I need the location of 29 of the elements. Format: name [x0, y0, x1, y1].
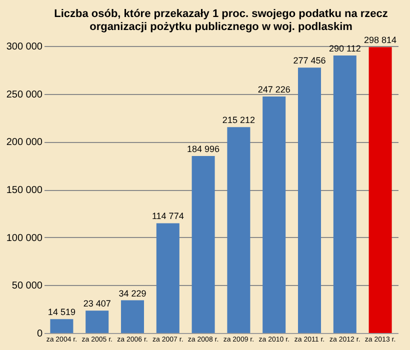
- data-label: 215 212: [222, 115, 255, 126]
- bar: [120, 300, 144, 333]
- bar: [298, 68, 322, 333]
- data-label: 114 774: [152, 211, 184, 222]
- bar: [262, 96, 286, 333]
- y-tick-label: 250 000: [6, 89, 43, 100]
- y-tick-label: 100 000: [6, 232, 43, 244]
- bar: [50, 319, 74, 333]
- y-tick-label: 150 000: [6, 185, 43, 196]
- bar: [86, 310, 109, 333]
- data-label: 184 996: [187, 144, 220, 154]
- bar: [333, 55, 356, 333]
- y-tick-label: 200 000: [6, 137, 43, 148]
- bar: [368, 47, 392, 333]
- data-label: 247 226: [258, 84, 290, 94]
- data-label: 14 519: [48, 307, 76, 318]
- data-label: 298 814: [364, 35, 397, 46]
- data-label: 23 407: [83, 298, 111, 309]
- y-tick-label: 300 000: [6, 42, 43, 52]
- y-tick-label: 0: [36, 328, 43, 340]
- data-label: 290 112: [328, 43, 361, 54]
- text: Liczba osób, które przekazały 1 proc. swojego podatku na rzecz: [54, 8, 388, 20]
- y-tick-label: 50 000: [12, 280, 43, 292]
- bar: [192, 156, 215, 333]
- bar: [156, 223, 180, 333]
- data-label: 277 456: [293, 56, 326, 66]
- bar: [227, 127, 250, 333]
- data-label: 34 229: [118, 288, 146, 298]
- text: organizacji pożytku publicznego w woj. podlaskim: [90, 21, 352, 34]
